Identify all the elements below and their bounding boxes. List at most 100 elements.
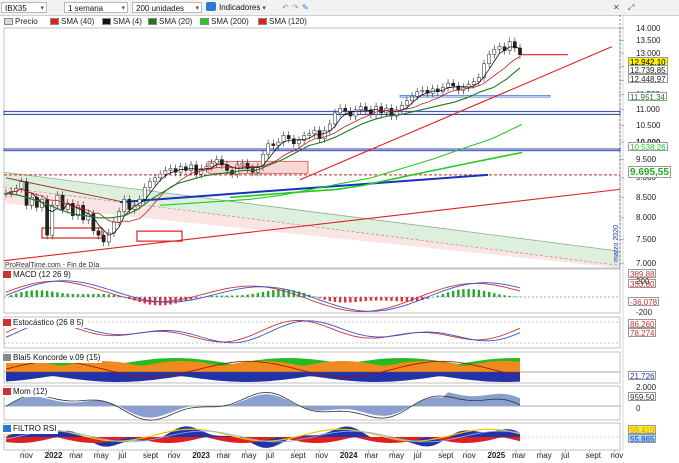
mom-axis-label: 0 [636,404,641,413]
time-axis-label: may [93,451,109,460]
blai-panel-title: Blai5 Koncorde v.09 (15) [3,353,103,363]
macd-histogram-bar [102,293,105,297]
macd-histogram-bar [272,290,275,297]
legend-swatch [4,18,13,25]
macd-histogram-bar [215,295,218,297]
legend-item: SMA (4) [102,17,142,27]
macd-histogram-bar [318,297,321,299]
macd-histogram-bar [241,295,244,297]
indicators-button[interactable]: Indicadores ▾ [206,2,276,13]
stoch-value-tag: 78,274 [628,328,657,338]
candle-body [286,135,291,140]
macd-histogram-bar [354,297,357,303]
mom-axis-label: 2.000 [636,383,657,392]
candle-body [410,95,414,101]
macd-histogram-bar [112,295,116,297]
rsi-value-tag: 59,419 [628,425,657,435]
toolbar: IBX35 1 semana 200 unidades Indicadores▾… [0,0,679,16]
candle-body [363,106,368,111]
candle-body [91,213,96,232]
undo-icon[interactable]: ↶ [282,3,289,12]
legend-label: Precio [15,17,38,26]
symbol-selector[interactable]: IBX35 [1,2,47,14]
highlight-box [136,230,183,242]
candle-body [302,135,306,141]
macd-histogram-bar [282,289,285,297]
macd-histogram-bar [395,297,398,302]
macd-histogram-bar [138,297,141,303]
candle-body [507,41,512,51]
macd-histogram-bar [97,293,100,297]
macd-histogram-bar [410,297,414,302]
legend-label: SMA (200) [211,17,249,26]
candle-body [358,106,363,111]
rsi-value-tag: 55,865 [628,434,657,444]
candle-body [245,162,250,169]
macd-histogram-bar [380,297,383,301]
macd-histogram-bar [133,297,136,301]
macd-histogram-bar [51,291,54,297]
macd-histogram-bar [230,295,234,297]
time-axis-label: sept [290,451,306,460]
candle-body [420,90,425,93]
legend-item: SMA (20) [148,17,192,27]
candle-body [471,81,476,85]
red-channel-zone [4,187,620,268]
price-tag: 12.739,85 [628,65,668,75]
candle-body [394,109,399,117]
price-tag: 11.951,34 [628,92,667,102]
stoch-d-line [5,320,521,344]
candle-body [518,47,522,55]
uptrend-line [299,46,613,181]
koncorde-blue-area [6,372,520,382]
macd-signal-line [5,280,521,312]
mom-area [6,392,520,418]
macd-histogram-bar [225,295,229,297]
time-axis-label: mar [216,451,231,460]
candle-body [379,106,384,114]
expand-icon[interactable]: ⤢ [628,3,635,12]
time-axis-label: jul [561,451,570,460]
macd-histogram-bar [359,297,362,302]
macd-histogram-bar [421,297,424,301]
timeframe-selector[interactable]: 1 semana [64,2,128,14]
koncorde-signal-line [5,360,521,378]
stoch-panel-title: Estocástico (26 8 5) [3,318,86,328]
macd-histogram-bar [297,291,301,297]
candle-body [276,141,281,146]
macd-histogram-bar [76,294,80,297]
candle-body [235,164,240,175]
candle-body [333,112,337,125]
time-axis-label: may [389,451,405,460]
time-axis-label: may [536,451,552,460]
draw-tool-icon[interactable]: ✎ [302,3,309,12]
candle-body [492,48,497,55]
candle-body [271,143,276,146]
macd-histogram-bar [20,292,23,297]
candle-body [446,82,450,88]
support-band [3,148,621,152]
macd-histogram-bar [159,297,162,306]
highlight-box [41,227,103,239]
candle-body [482,63,486,78]
macd-histogram-bar [374,297,378,301]
blai-panel-icon [3,354,11,361]
channel-mid-line [3,187,621,266]
panel-title-text: FILTRO RSI [13,424,57,433]
units-selector[interactable]: 200 unidades [132,2,202,14]
macd-histogram-bar [266,290,270,297]
macd-histogram-bar [92,293,95,297]
close-icon[interactable]: ✕ [613,3,620,12]
blai-value-tag: 21,726 [628,371,657,381]
candle-body [405,100,409,106]
macd-histogram-bar [251,293,254,297]
macd-histogram-bar [15,293,18,297]
candle-body [70,203,75,216]
macd-histogram-bar [87,294,90,297]
legend-swatch [258,18,267,25]
redo-icon[interactable]: ↷ [292,3,299,12]
macd-histogram-bar [56,292,59,297]
macd-histogram-bar [66,293,69,297]
macd-histogram-bar [71,294,75,297]
